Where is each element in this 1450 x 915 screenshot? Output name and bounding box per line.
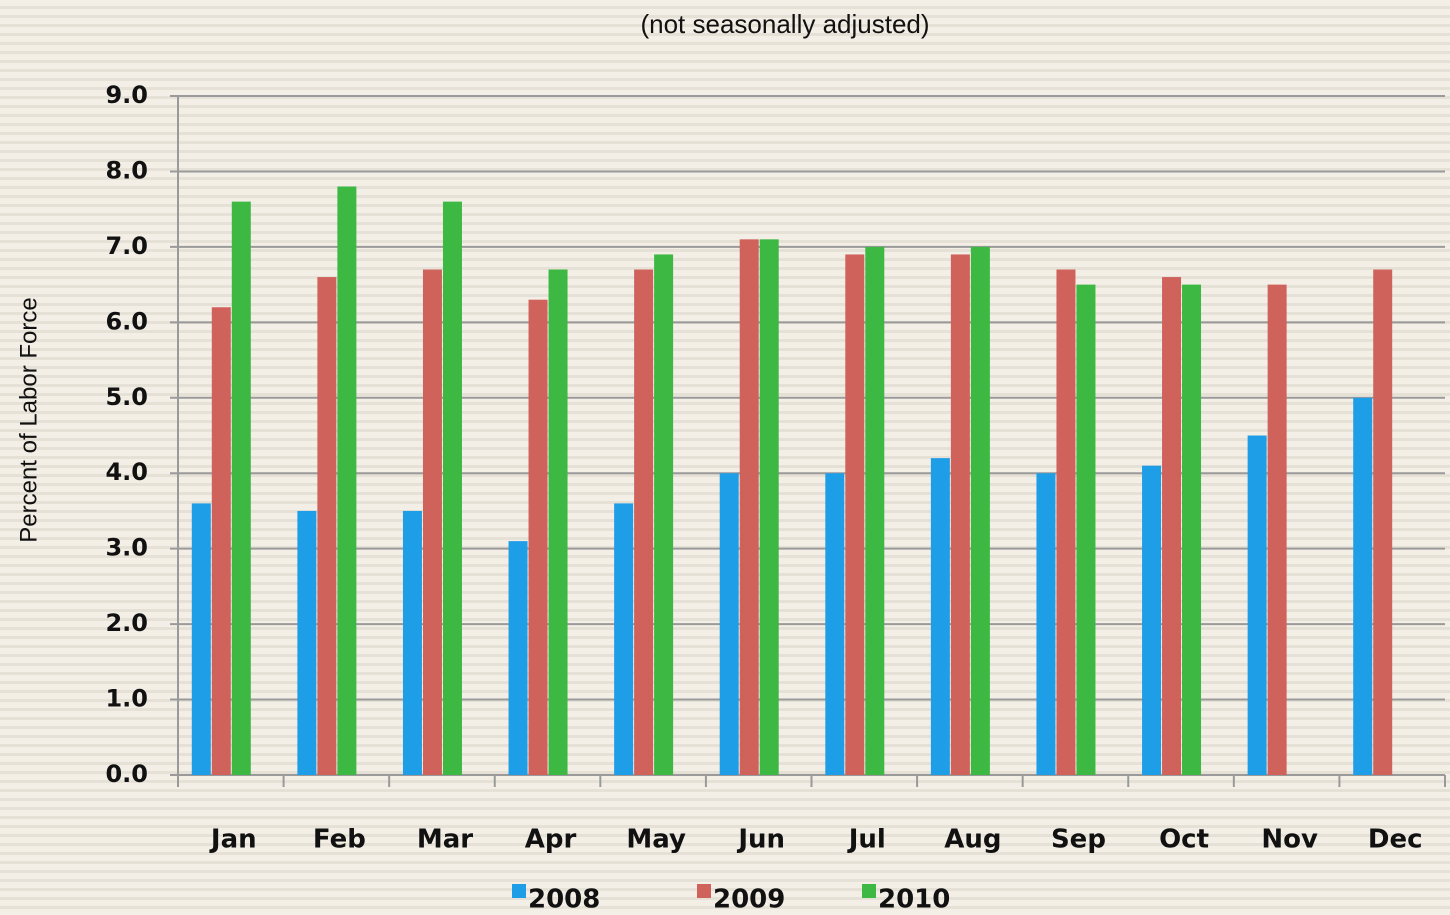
bar [317, 277, 337, 775]
y-axis-label: Percent of Labor Force [15, 297, 42, 542]
bar [422, 269, 442, 775]
bar [508, 541, 528, 775]
y-tick-label: 6.0 [105, 307, 148, 335]
chart-subtitle: (not seasonally adjusted) [640, 9, 929, 39]
bar [528, 299, 548, 775]
bar [930, 458, 950, 775]
y-tick-label: 5.0 [105, 383, 148, 411]
bar [211, 307, 231, 775]
bar [1182, 284, 1202, 775]
x-tick-label: Mar [417, 825, 473, 855]
bar [231, 201, 251, 776]
bar [614, 503, 634, 775]
legend-swatch [697, 884, 711, 898]
y-tick-label: 0.0 [105, 760, 148, 788]
y-tick-label: 1.0 [105, 685, 148, 713]
x-tick-label: Aug [944, 825, 1001, 855]
y-tick-label: 4.0 [105, 458, 148, 486]
bar [1353, 397, 1373, 775]
bar [337, 186, 357, 776]
bar [1373, 269, 1393, 775]
x-tick-label: Oct [1159, 825, 1209, 855]
x-tick-label: Jan [209, 825, 257, 855]
y-tick-label: 3.0 [105, 534, 148, 562]
y-tick-label: 7.0 [105, 232, 148, 260]
bar [825, 473, 845, 775]
bar [1162, 277, 1182, 775]
bar [759, 239, 779, 775]
bar [442, 201, 462, 776]
x-tick-label: Nov [1261, 825, 1318, 855]
bar [548, 269, 568, 775]
x-tick-label: Feb [313, 825, 366, 855]
bar [950, 254, 970, 775]
bar [1036, 473, 1056, 775]
x-tick-label: Dec [1368, 825, 1423, 855]
y-tick-label: 9.0 [105, 81, 148, 109]
bar [634, 269, 654, 775]
bar [845, 254, 865, 775]
x-tick-label: Jul [847, 825, 886, 855]
x-tick-label: Jun [736, 825, 785, 855]
bar [402, 510, 422, 775]
bar [719, 473, 739, 775]
legend-label: 2008 [528, 885, 600, 915]
x-tick-label: May [626, 825, 686, 855]
bar [654, 254, 674, 775]
bar [865, 246, 885, 775]
bar [191, 503, 211, 775]
bar [1247, 435, 1267, 775]
y-tick-label: 2.0 [105, 609, 148, 637]
bar [1076, 284, 1096, 775]
bar [1056, 269, 1076, 775]
legend-swatch [512, 884, 526, 898]
legend-label: 2009 [713, 885, 785, 915]
bar [970, 246, 990, 775]
bar [1267, 284, 1287, 775]
bar [1142, 465, 1162, 775]
x-tick-label: Sep [1051, 825, 1106, 855]
legend-swatch [862, 884, 876, 898]
x-tick-label: Apr [525, 825, 577, 855]
bar [739, 239, 759, 775]
bar [297, 510, 317, 775]
y-tick-label: 8.0 [105, 156, 148, 184]
legend-label: 2010 [878, 885, 950, 915]
